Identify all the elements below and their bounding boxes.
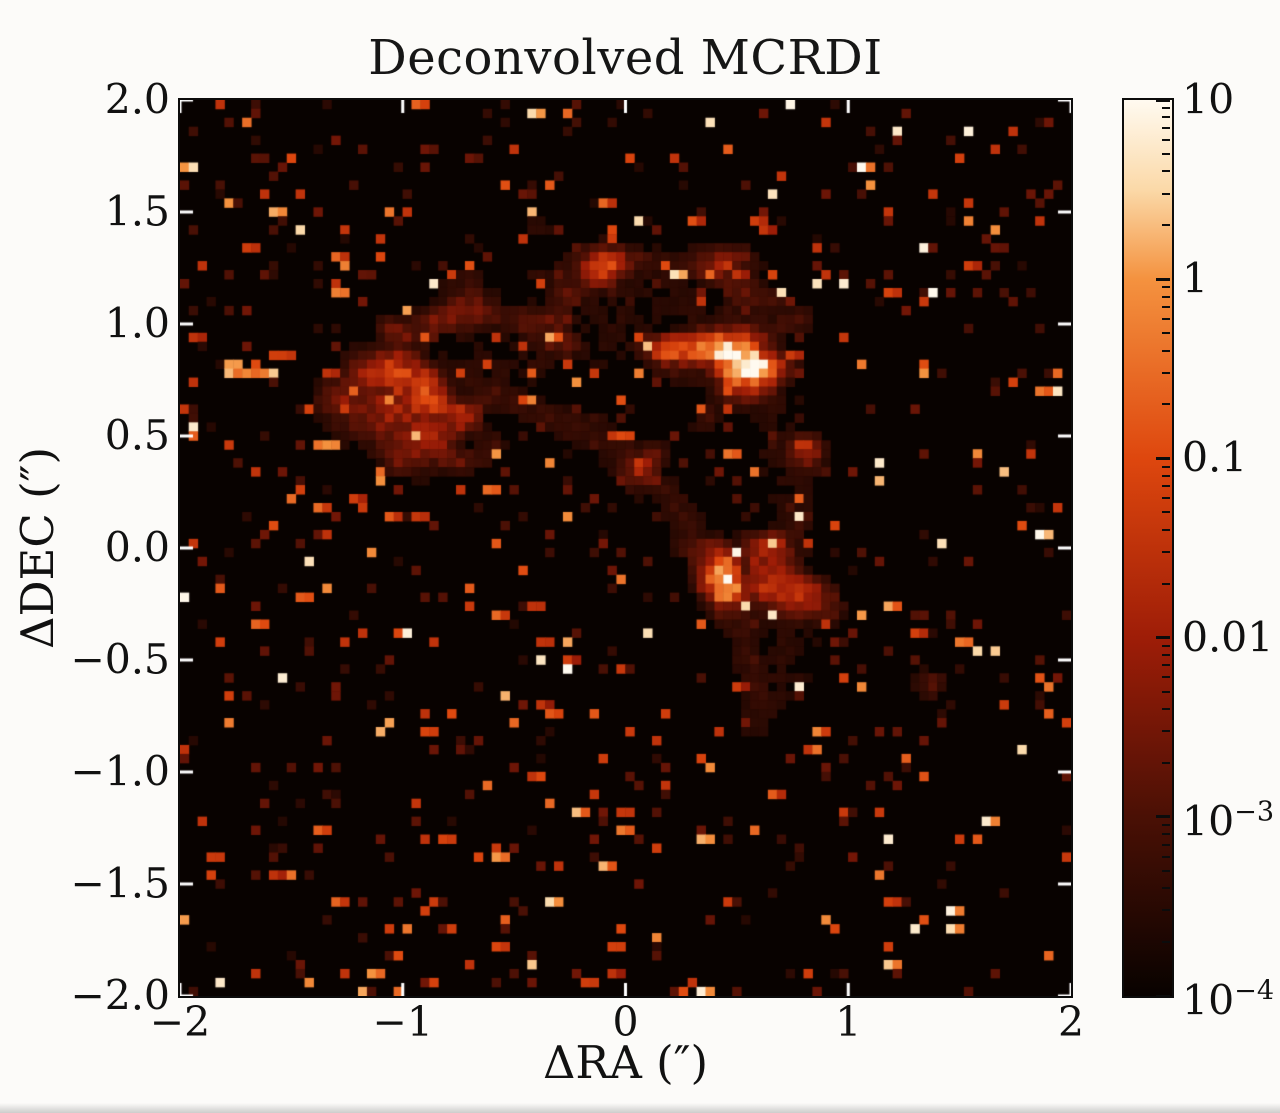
colorbar-tick-label: 0.1 bbox=[1182, 433, 1248, 482]
colorbar-tick-label: 10−4 bbox=[1182, 975, 1275, 1025]
plot-area bbox=[178, 98, 1073, 998]
x-axis-label: ΔRA (″) bbox=[542, 1036, 709, 1089]
colorbar-tick-label: 10 bbox=[1182, 75, 1235, 124]
colorbar-tick-label: 0.01 bbox=[1182, 613, 1274, 662]
x-tick-label: 1 bbox=[835, 998, 862, 1046]
y-tick-label: −2.0 bbox=[70, 971, 170, 1020]
y-tick-label: −1.5 bbox=[70, 859, 170, 908]
colorbar bbox=[1122, 98, 1174, 998]
colorbar-tick-label: 1 bbox=[1182, 254, 1209, 303]
y-tick-label: 2.0 bbox=[104, 75, 170, 124]
x-tick-label: −1 bbox=[372, 998, 433, 1046]
colorbar-tick-label: 10−3 bbox=[1182, 796, 1275, 846]
y-tick-label: 1.0 bbox=[104, 299, 170, 348]
x-tick-label: −2 bbox=[149, 998, 211, 1046]
heatmap-canvas bbox=[180, 100, 1071, 996]
figure-title: Deconvolved MCRDI bbox=[368, 30, 883, 86]
x-tick-label: 2 bbox=[1057, 998, 1085, 1046]
y-tick-label: 1.5 bbox=[104, 187, 170, 236]
bottom-shade bbox=[0, 1103, 1280, 1113]
colorbar-gradient bbox=[1124, 100, 1172, 996]
y-tick-label: −1.0 bbox=[70, 747, 170, 796]
y-axis-label: ΔDEC (″) bbox=[11, 446, 64, 650]
